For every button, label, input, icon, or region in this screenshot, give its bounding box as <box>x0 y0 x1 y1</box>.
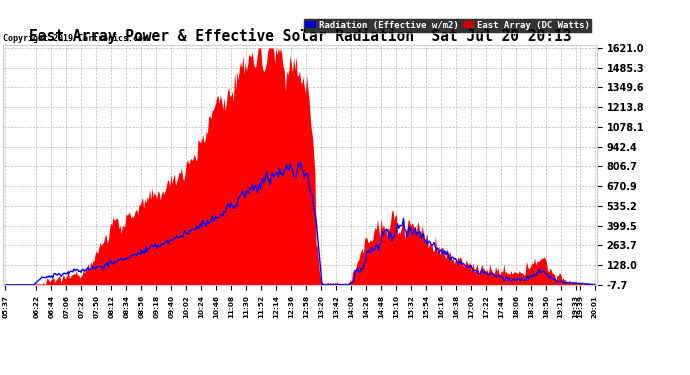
Text: Copyright 2019 Cartronics.com: Copyright 2019 Cartronics.com <box>3 34 148 43</box>
Legend: Radiation (Effective w/m2), East Array (DC Watts): Radiation (Effective w/m2), East Array (… <box>303 18 592 33</box>
Title: East Array Power & Effective Solar Radiation  Sat Jul 20 20:13: East Array Power & Effective Solar Radia… <box>29 28 571 44</box>
